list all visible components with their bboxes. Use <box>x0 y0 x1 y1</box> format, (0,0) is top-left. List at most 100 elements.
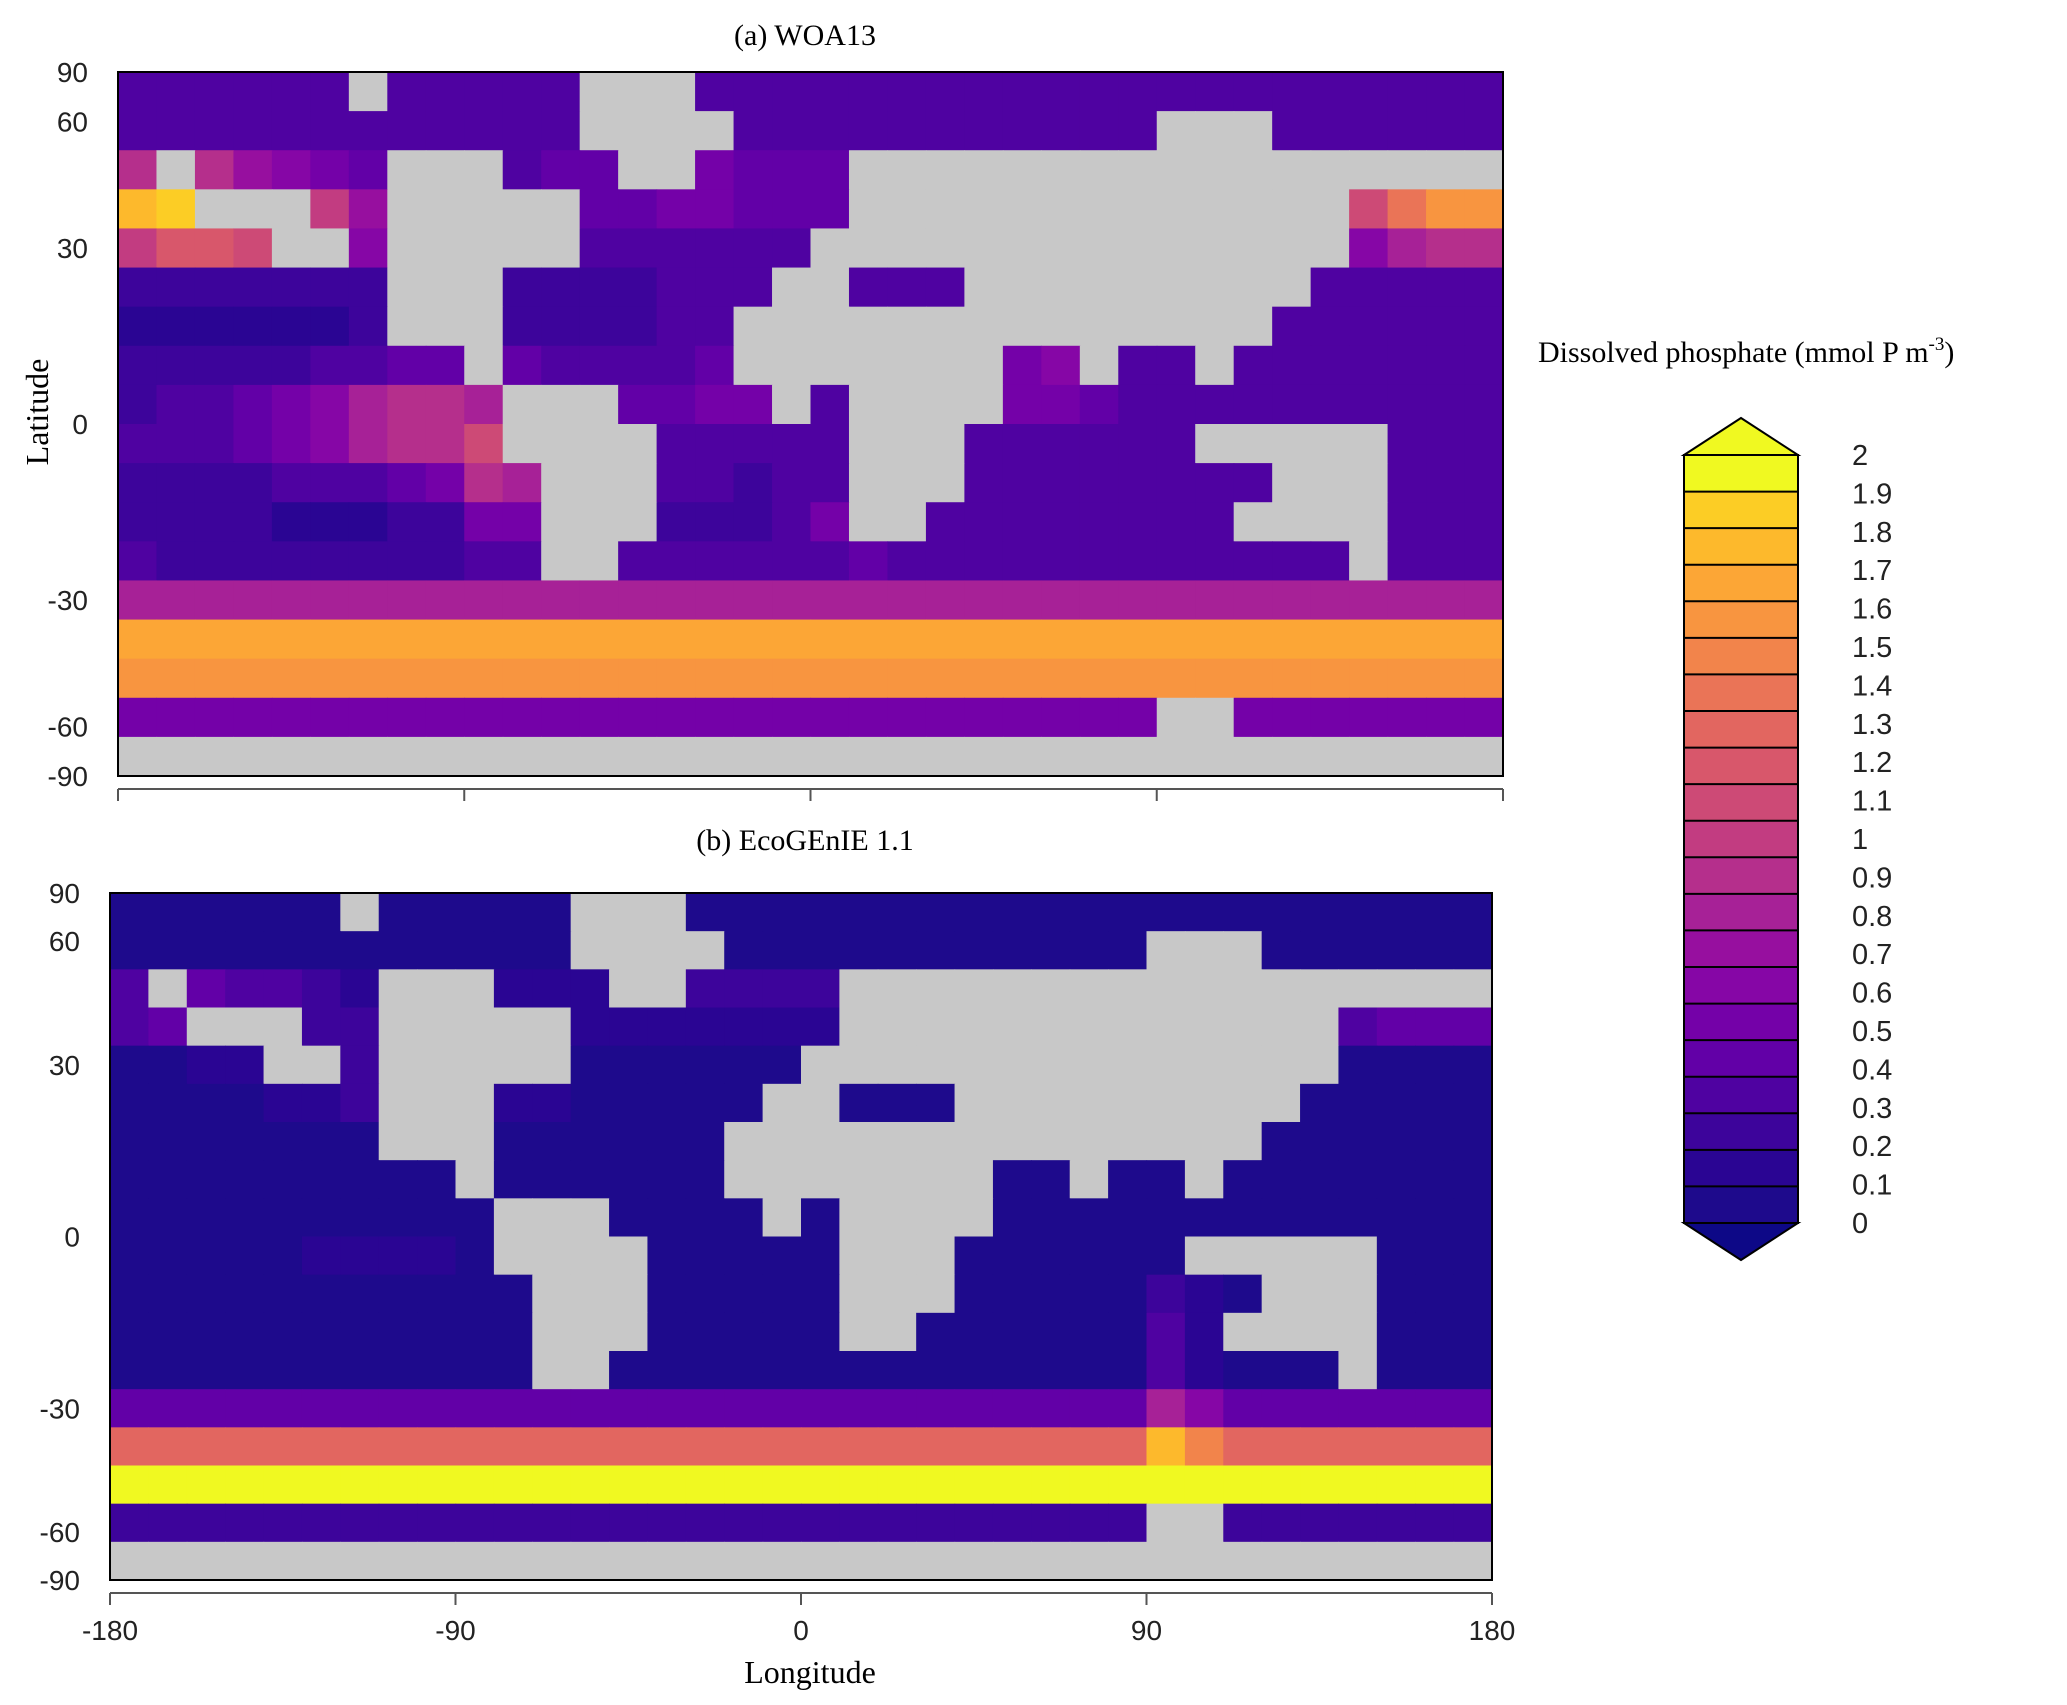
land-cell <box>810 267 850 308</box>
ocean-cell <box>762 969 802 1009</box>
ocean-cell <box>148 1007 188 1047</box>
ocean-cell <box>916 1312 956 1352</box>
ocean-cell <box>156 424 196 464</box>
ocean-cell <box>156 580 196 621</box>
ocean-cell <box>877 893 917 932</box>
land-cell <box>810 736 850 777</box>
ocean-cell <box>685 1389 725 1428</box>
land-cell <box>541 502 581 542</box>
land-cell <box>1272 502 1312 542</box>
ocean-cell <box>772 658 812 699</box>
ocean-cell <box>263 969 303 1009</box>
ocean-cell <box>695 697 735 738</box>
ocean-cell <box>1146 1389 1186 1428</box>
ocean-cell <box>1118 541 1158 582</box>
ocean-cell <box>1041 580 1081 621</box>
ocean-cell <box>194 619 235 660</box>
ocean-cell <box>1079 502 1119 542</box>
ocean-cell <box>954 931 994 970</box>
ocean-cell <box>425 658 465 699</box>
ocean-cell <box>493 1465 533 1505</box>
ocean-cell <box>1300 1465 1340 1505</box>
ocean-cell <box>695 580 735 621</box>
ocean-cell <box>762 1045 802 1085</box>
land-cell <box>801 1083 840 1123</box>
y-tick-label: -30 <box>40 1393 80 1424</box>
land-cell <box>609 931 649 970</box>
land-cell <box>1195 345 1235 386</box>
land-cell <box>455 1541 495 1581</box>
ocean-cell <box>1118 697 1158 738</box>
ocean-cell <box>839 931 879 970</box>
ocean-cell <box>1041 463 1081 503</box>
ocean-cell <box>455 1274 495 1314</box>
ocean-cell <box>1031 1465 1071 1505</box>
ocean-cell <box>532 1503 572 1543</box>
land-cell <box>570 1351 610 1390</box>
ocean-cell <box>801 1351 840 1390</box>
ocean-cell <box>810 658 850 699</box>
land-cell <box>1156 306 1196 347</box>
ocean-cell <box>387 111 427 151</box>
land-cell <box>839 1122 879 1161</box>
ocean-cell <box>1002 72 1042 112</box>
ocean-cell <box>1426 502 1466 542</box>
ocean-cell <box>502 697 542 738</box>
land-cell <box>1069 1045 1109 1085</box>
ocean-cell <box>1300 1503 1340 1543</box>
ocean-cell <box>810 541 850 582</box>
ocean-cell <box>992 1236 1032 1276</box>
land-cell <box>1079 306 1119 347</box>
land-cell <box>348 736 388 777</box>
land-cell <box>887 306 927 347</box>
land-cell <box>1272 189 1312 230</box>
ocean-cell <box>992 931 1032 970</box>
ocean-cell <box>1453 1427 1493 1467</box>
ocean-cell <box>1195 384 1235 425</box>
ocean-cell <box>1387 228 1427 269</box>
land-cell <box>848 189 889 230</box>
ocean-cell <box>301 1427 341 1467</box>
land-cell <box>1156 697 1196 738</box>
ocean-cell <box>225 1236 265 1276</box>
ocean-cell <box>609 1160 649 1199</box>
ocean-cell <box>263 1351 303 1390</box>
ocean-cell <box>570 1503 610 1543</box>
ocean-cell <box>656 697 696 738</box>
land-cell <box>877 1236 917 1276</box>
ocean-cell <box>263 931 303 970</box>
ocean-cell <box>378 931 418 970</box>
ocean-cell <box>762 931 802 970</box>
ocean-cell <box>1118 345 1158 386</box>
land-cell <box>1261 1045 1301 1085</box>
land-cell <box>1041 228 1081 269</box>
colorbar-tick-label: 0 <box>1852 1208 1868 1240</box>
land-cell <box>916 1274 956 1314</box>
ocean-cell <box>1387 189 1427 230</box>
ocean-cell <box>887 72 927 112</box>
land-cell <box>916 1160 956 1199</box>
ocean-cell <box>1223 1351 1263 1390</box>
land-cell <box>762 1160 802 1199</box>
colorbar-frame <box>1683 454 1799 1224</box>
colorbar-tick-label: 1.8 <box>1852 517 1892 549</box>
land-cell <box>1272 150 1312 190</box>
ocean-cell <box>1184 1389 1224 1428</box>
land-cell <box>1426 736 1466 777</box>
land-cell <box>502 736 542 777</box>
land-cell <box>263 1007 303 1047</box>
ocean-cell <box>417 1351 457 1390</box>
ocean-cell <box>656 384 696 425</box>
ocean-cell <box>1426 697 1466 738</box>
land-cell <box>801 1045 840 1085</box>
land-cell <box>464 345 504 386</box>
ocean-cell <box>541 267 581 308</box>
ocean-cell <box>954 1312 994 1352</box>
land-cell <box>1233 306 1273 347</box>
ocean-cell <box>1069 1274 1109 1314</box>
ocean-cell <box>1069 893 1109 932</box>
ocean-cell <box>1300 1427 1340 1467</box>
land-cell <box>1376 1541 1416 1581</box>
ocean-cell <box>378 1198 418 1238</box>
ocean-cell <box>647 1122 687 1161</box>
